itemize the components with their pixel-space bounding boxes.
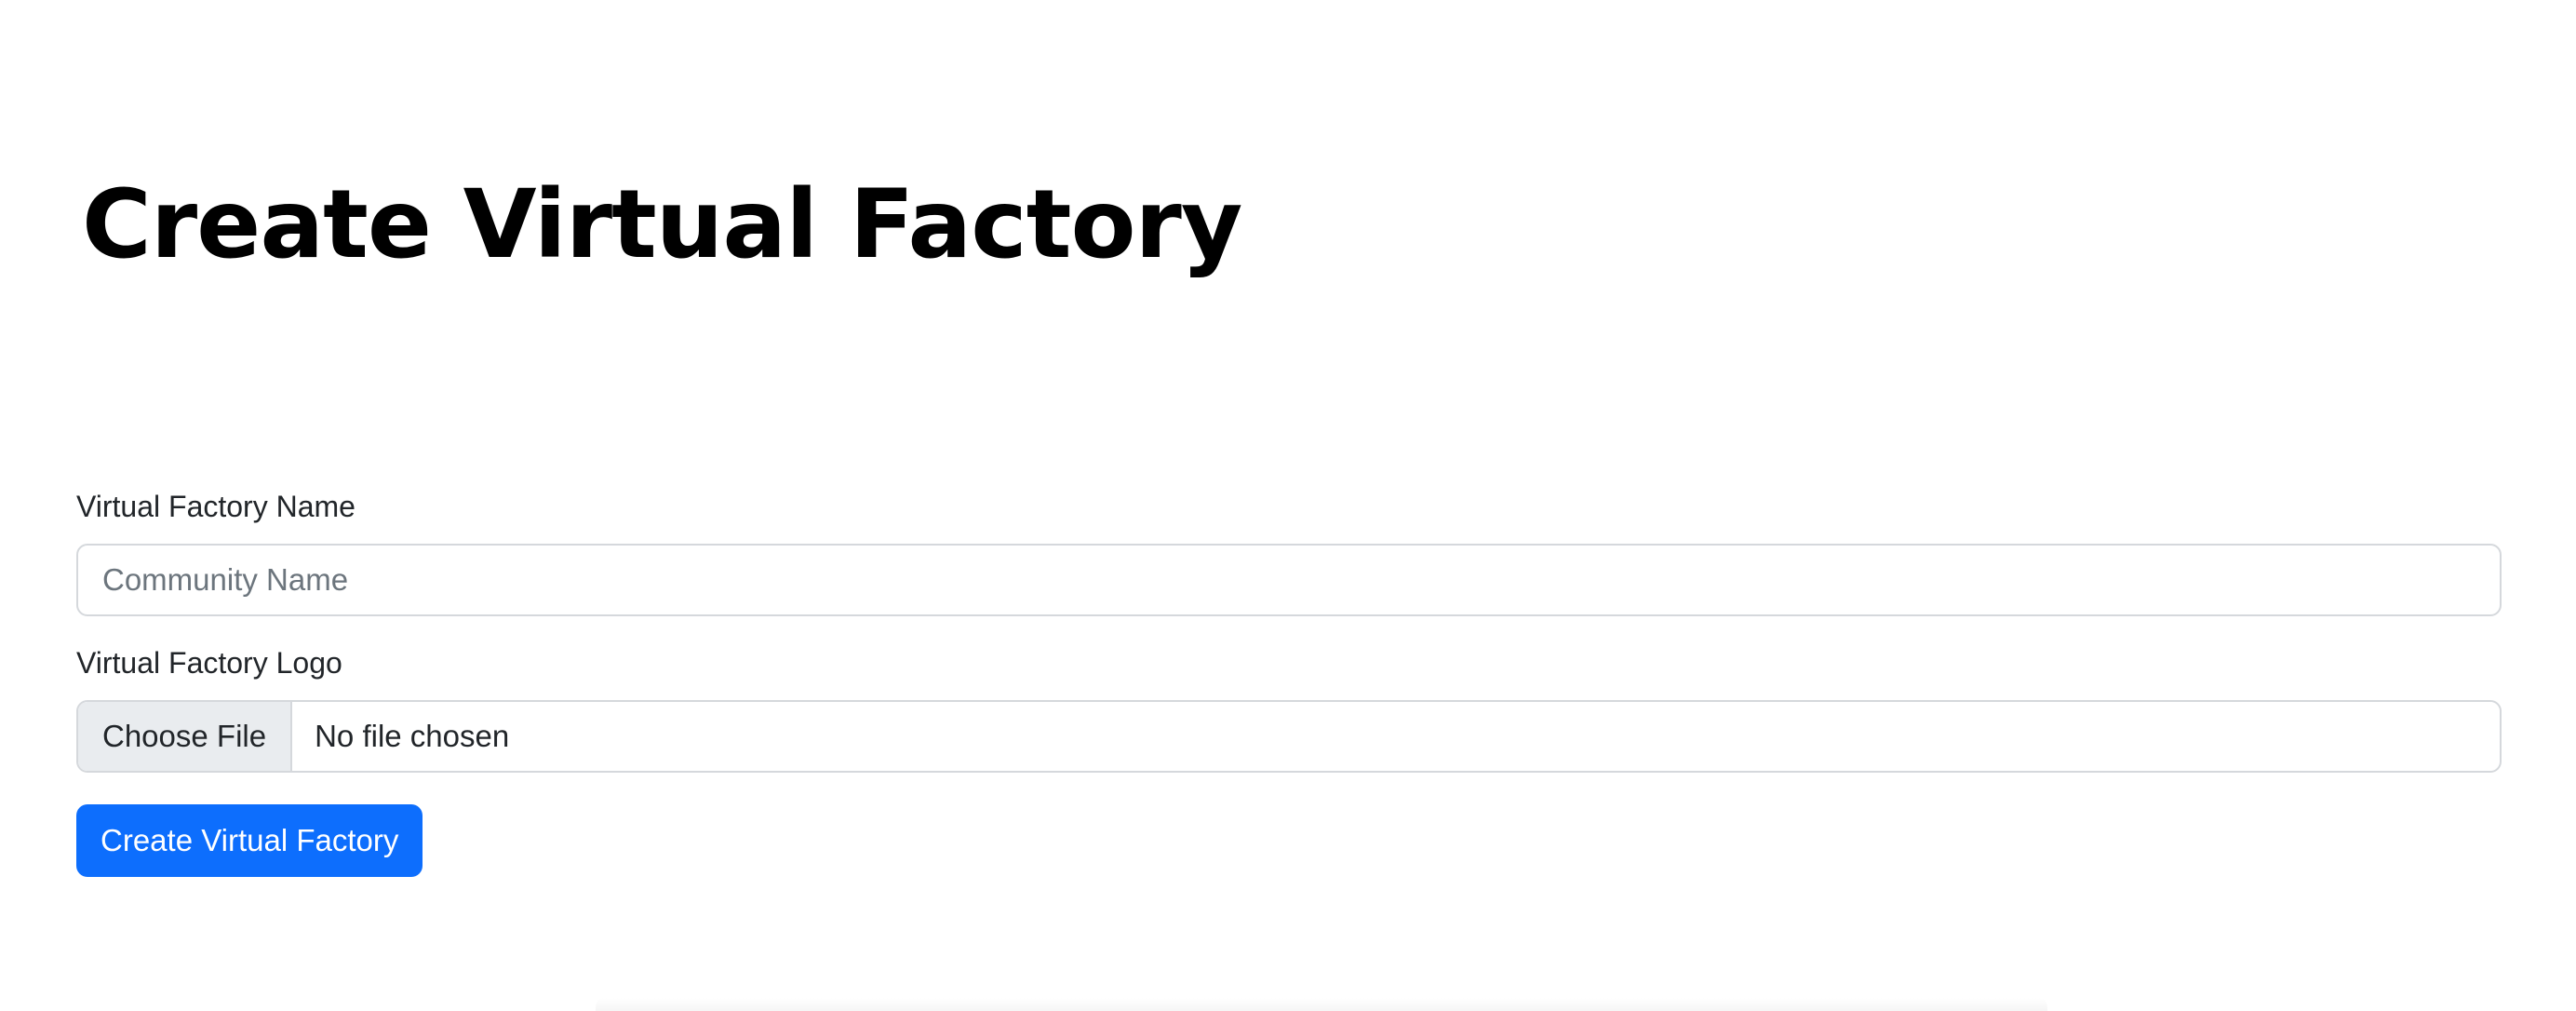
logo-field-label: Virtual Factory Logo [76,646,342,680]
page-title: Create Virtual Factory [82,169,1242,280]
file-status-text: No file chosen [315,719,510,753]
name-field-group: Virtual Factory Name [76,484,2502,616]
logo-file-input[interactable]: Choose File No file chosen [76,700,2502,773]
bottom-shadow-divider [596,998,2047,1011]
create-virtual-factory-button[interactable]: Create Virtual Factory [76,804,423,877]
create-virtual-factory-form: Virtual Factory Name Virtual Factory Log… [76,484,2502,877]
logo-field-group: Virtual Factory Logo Choose File No file… [76,640,2502,773]
choose-file-button[interactable]: Choose File [78,702,293,771]
virtual-factory-name-input[interactable] [76,544,2502,616]
name-field-label: Virtual Factory Name [76,490,356,523]
